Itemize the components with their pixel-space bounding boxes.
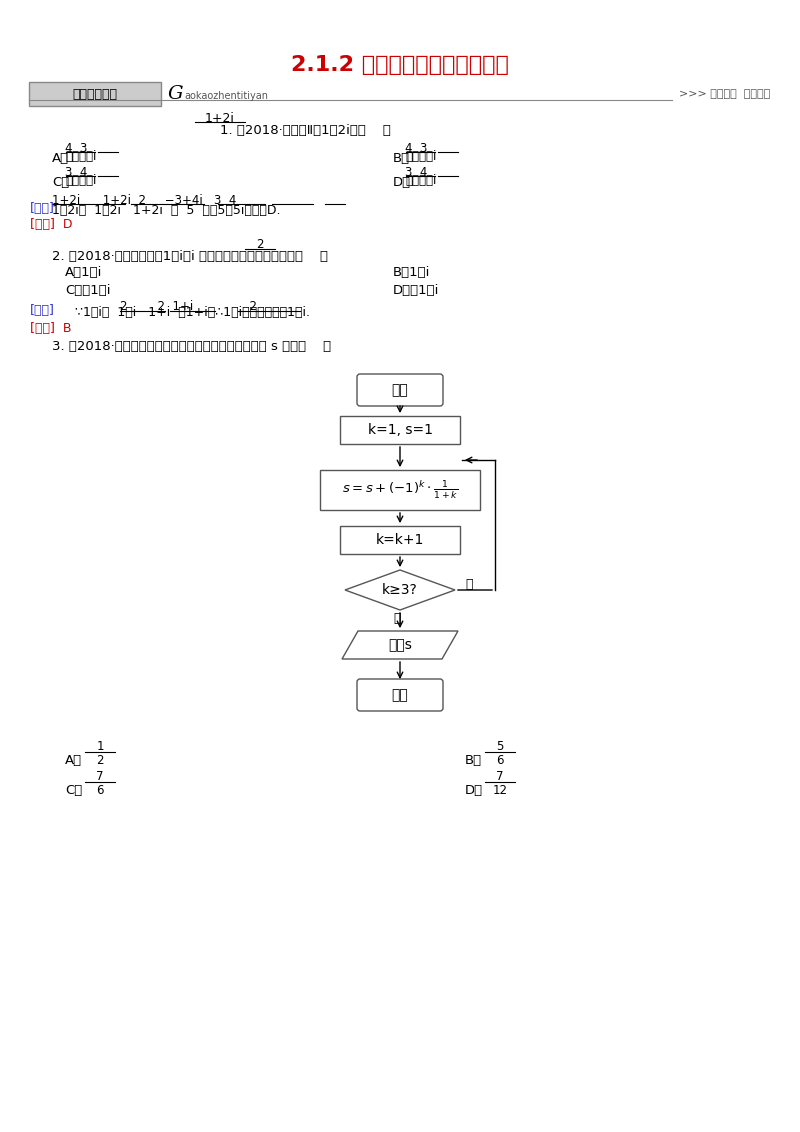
Text: A．: A． (65, 754, 82, 766)
Text: 4  3: 4 3 (65, 142, 87, 154)
Text: aokaozhentitiyan: aokaozhentitiyan (184, 91, 268, 101)
Text: 结束: 结束 (392, 688, 408, 702)
Text: 高考真题体验: 高考真题体验 (73, 87, 118, 101)
Text: 输出s: 输出s (388, 638, 412, 652)
Text: [答案]  D: [答案] D (30, 217, 73, 231)
FancyBboxPatch shape (29, 82, 161, 106)
Text: 1. （2018·全国卷Ⅱ）1－2i＝（    ）: 1. （2018·全国卷Ⅱ）1－2i＝（ ） (220, 123, 391, 137)
FancyBboxPatch shape (357, 374, 443, 406)
Text: ∵1－i＝  1－i   1+i  ＝1+i，∴1－i的共轭复数为1－i.: ∵1－i＝ 1－i 1+i ＝1+i，∴1－i的共轭复数为1－i. (75, 307, 310, 319)
Text: >>> 细研真题  探明考向: >>> 细研真题 探明考向 (678, 89, 770, 98)
Text: B．1－i: B．1－i (393, 266, 430, 278)
Text: 否: 否 (465, 578, 473, 592)
Text: [解析]: [解析] (30, 305, 55, 317)
Text: 5: 5 (496, 739, 504, 753)
Text: $s=s+(-1)^k\cdot\frac{1}{1+k}$: $s=s+(-1)^k\cdot\frac{1}{1+k}$ (342, 479, 458, 501)
Bar (320, 470, 480, 511)
Bar (340, 415, 460, 444)
Text: [答案]  B: [答案] B (30, 321, 71, 334)
Text: 1+2i      1+2i  2     −3+4i   3  4: 1+2i 1+2i 2 −3+4i 3 4 (52, 194, 236, 206)
Text: D．－1－i: D．－1－i (393, 283, 439, 297)
Text: －－－－i: －－－－i (65, 151, 96, 163)
Text: D．: D． (393, 175, 411, 189)
Text: 2        2  1+i               2: 2 2 1+i 2 (120, 300, 257, 312)
Bar (340, 526, 460, 554)
Text: 6: 6 (96, 783, 104, 797)
Text: 是: 是 (394, 611, 401, 625)
Text: 6: 6 (496, 754, 504, 766)
Text: 7: 7 (496, 770, 504, 782)
Text: 2: 2 (96, 754, 104, 766)
Text: 12: 12 (493, 783, 507, 797)
Text: －－－－i: －－－－i (65, 174, 96, 188)
Text: k≥3?: k≥3? (382, 583, 418, 597)
Text: 1－2i＝  1－2i   1+2i  ＝  5  ＝－5＋5i，故选D.: 1－2i＝ 1－2i 1+2i ＝ 5 ＝－5＋5i，故选D. (52, 204, 281, 216)
Text: 1: 1 (96, 739, 104, 753)
Text: 2.1.2 算法、复数、推理与证明: 2.1.2 算法、复数、推理与证明 (291, 55, 509, 75)
Text: 3  4: 3 4 (65, 165, 87, 179)
Text: 开始: 开始 (392, 383, 408, 397)
Text: 4  3: 4 3 (405, 142, 427, 154)
Text: B．: B． (393, 152, 410, 164)
Text: k=1, s=1: k=1, s=1 (367, 423, 433, 437)
Text: 1+2i: 1+2i (205, 111, 235, 125)
Text: 2. （2018·浙江卷）复数1－i（i 为虚数单位）的共轭复数是（    ）: 2. （2018·浙江卷）复数1－i（i 为虚数单位）的共轭复数是（ ） (52, 249, 328, 263)
Text: 3. （2018·北京卷）执行如图所示的程序框图，输出的 s 值为（    ）: 3. （2018·北京卷）执行如图所示的程序框图，输出的 s 值为（ ） (52, 340, 331, 352)
Text: k=k+1: k=k+1 (376, 533, 424, 547)
Text: 7: 7 (96, 770, 104, 782)
Polygon shape (342, 631, 458, 659)
Text: C．－1＋i: C．－1＋i (65, 283, 110, 297)
Text: 3  4: 3 4 (405, 165, 427, 179)
Text: A．: A． (52, 152, 69, 164)
FancyBboxPatch shape (357, 679, 443, 711)
Polygon shape (345, 571, 455, 610)
Text: G: G (168, 85, 184, 103)
Text: －－＋－i: －－＋－i (405, 151, 436, 163)
Text: A．1＋i: A．1＋i (65, 266, 102, 278)
Text: B．: B． (465, 754, 482, 766)
Text: [解析]: [解析] (30, 201, 55, 214)
Text: －－＋－i: －－＋－i (405, 174, 436, 188)
Text: C．: C． (65, 783, 82, 797)
Text: D．: D． (465, 783, 483, 797)
Text: 2: 2 (256, 238, 264, 250)
Text: C．: C． (52, 175, 70, 189)
